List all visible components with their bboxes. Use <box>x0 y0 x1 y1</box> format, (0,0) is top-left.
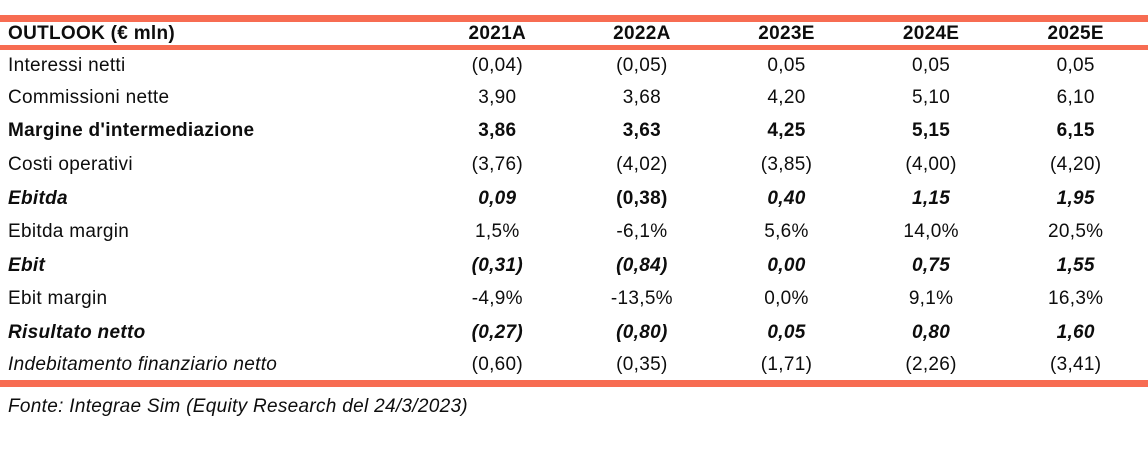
cell-value: 3,86 <box>478 120 517 142</box>
cell-value: (0,27) <box>471 322 524 344</box>
cell-value: (0,31) <box>471 254 524 276</box>
row-label: Commissioni nette <box>8 86 170 108</box>
cell-value: 14,0% <box>903 221 959 243</box>
cell-value: -6,1% <box>616 221 668 243</box>
column-header-2025e: 2025E <box>1047 22 1104 44</box>
table-header-row: OUTLOOK (€ mln) 2021A 2022A 2023E 2024E … <box>0 18 1148 48</box>
cell-value: (4,20) <box>1049 154 1102 176</box>
cell-value: 1,95 <box>1056 187 1095 209</box>
cell-value: (0,80) <box>616 322 668 344</box>
table-row-margine-intermediazione: Margine d'intermediazione 3,86 3,63 4,25… <box>0 115 1148 149</box>
row-label: Ebit <box>8 254 46 276</box>
cell-value: 5,15 <box>911 120 951 142</box>
row-label: Margine d'intermediazione <box>8 120 255 142</box>
cell-value: 0,09 <box>478 187 517 209</box>
cell-value: 9,1% <box>908 288 954 310</box>
row-label: Ebitda <box>8 187 68 209</box>
cell-value: 0,00 <box>767 254 806 276</box>
table-title: OUTLOOK (€ mln) <box>8 22 176 44</box>
column-header-2023e: 2023E <box>758 22 815 44</box>
cell-value: 0,80 <box>911 322 951 344</box>
table-row-indebitamento-finanziario-netto: Indebitamento finanziario netto (0,60) (… <box>0 350 1148 384</box>
cell-value: -13,5% <box>610 288 673 310</box>
cell-value: (3,41) <box>1049 353 1102 375</box>
column-header-2022a: 2022A <box>613 22 671 44</box>
cell-value: 4,20 <box>767 86 806 108</box>
cell-value: 3,68 <box>622 86 661 108</box>
cell-value: 3,63 <box>622 120 661 142</box>
cell-value: (0,35) <box>616 353 668 375</box>
cell-value: (4,00) <box>905 154 957 176</box>
source-note: Fonte: Integrae Sim (Equity Research del… <box>8 395 468 417</box>
cell-value: (1,71) <box>760 353 813 375</box>
cell-value: 1,15 <box>911 187 951 209</box>
cell-value: (0,84) <box>616 254 668 276</box>
table-row-ebitda: Ebitda 0,09 (0,38) 0,40 1,15 1,95 <box>0 182 1148 216</box>
cell-value: (3,85) <box>760 154 813 176</box>
row-label: Risultato netto <box>8 322 146 344</box>
cell-value: 0,05 <box>767 322 806 344</box>
cell-value: 0,05 <box>911 54 951 76</box>
table-row-risultato-netto: Risultato netto (0,27) (0,80) 0,05 0,80 … <box>0 316 1148 350</box>
row-label: Costi operativi <box>8 154 133 176</box>
table-row-costi-operativi: Costi operativi (3,76) (4,02) (3,85) (4,… <box>0 148 1148 182</box>
table-row-ebit: Ebit (0,31) (0,84) 0,00 0,75 1,55 <box>0 249 1148 283</box>
column-header-2021a: 2021A <box>468 22 527 44</box>
cell-value: (2,26) <box>905 353 957 375</box>
outlook-table: OUTLOOK (€ mln) 2021A 2022A 2023E 2024E … <box>0 15 1148 387</box>
cell-value: 3,90 <box>478 86 517 108</box>
cell-value: (0,38) <box>616 187 668 209</box>
cell-value: 16,3% <box>1048 288 1104 310</box>
cell-value: 0,75 <box>911 254 951 276</box>
cell-value: -4,9% <box>471 288 523 310</box>
cell-value: 5,6% <box>764 221 809 243</box>
cell-value: 1,5% <box>475 221 520 243</box>
table-row-ebitda-margin: Ebitda margin 1,5% -6,1% 5,6% 14,0% 20,5… <box>0 215 1148 249</box>
cell-value: (4,02) <box>616 154 668 176</box>
cell-value: 0,0% <box>764 288 809 310</box>
cell-value: (3,76) <box>471 154 524 176</box>
table-row-ebit-margin: Ebit margin -4,9% -13,5% 0,0% 9,1% 16,3% <box>0 283 1148 317</box>
cell-value: (0,05) <box>616 54 668 76</box>
cell-value: (0,60) <box>471 353 524 375</box>
cell-value: 20,5% <box>1048 221 1104 243</box>
row-label: Indebitamento finanziario netto <box>8 353 278 375</box>
table-row-interessi-netti: Interessi netti (0,04) (0,05) 0,05 0,05 … <box>0 48 1148 82</box>
cell-value: 1,55 <box>1056 254 1095 276</box>
cell-value: 5,10 <box>911 86 951 108</box>
cell-value: 6,15 <box>1056 120 1095 142</box>
cell-value: 0,40 <box>767 187 806 209</box>
cell-value: 0,05 <box>767 54 806 76</box>
row-label: Ebit margin <box>8 288 108 310</box>
row-label: Interessi netti <box>8 54 126 76</box>
cell-value: 1,60 <box>1056 322 1095 344</box>
row-label: Ebitda margin <box>8 221 130 243</box>
cell-value: 4,25 <box>767 120 806 142</box>
table-row-commissioni-nette: Commissioni nette 3,90 3,68 4,20 5,10 6,… <box>0 81 1148 115</box>
cell-value: 6,10 <box>1056 86 1095 108</box>
column-header-2024e: 2024E <box>902 22 960 44</box>
cell-value: 0,05 <box>1056 54 1095 76</box>
cell-value: (0,04) <box>471 54 524 76</box>
